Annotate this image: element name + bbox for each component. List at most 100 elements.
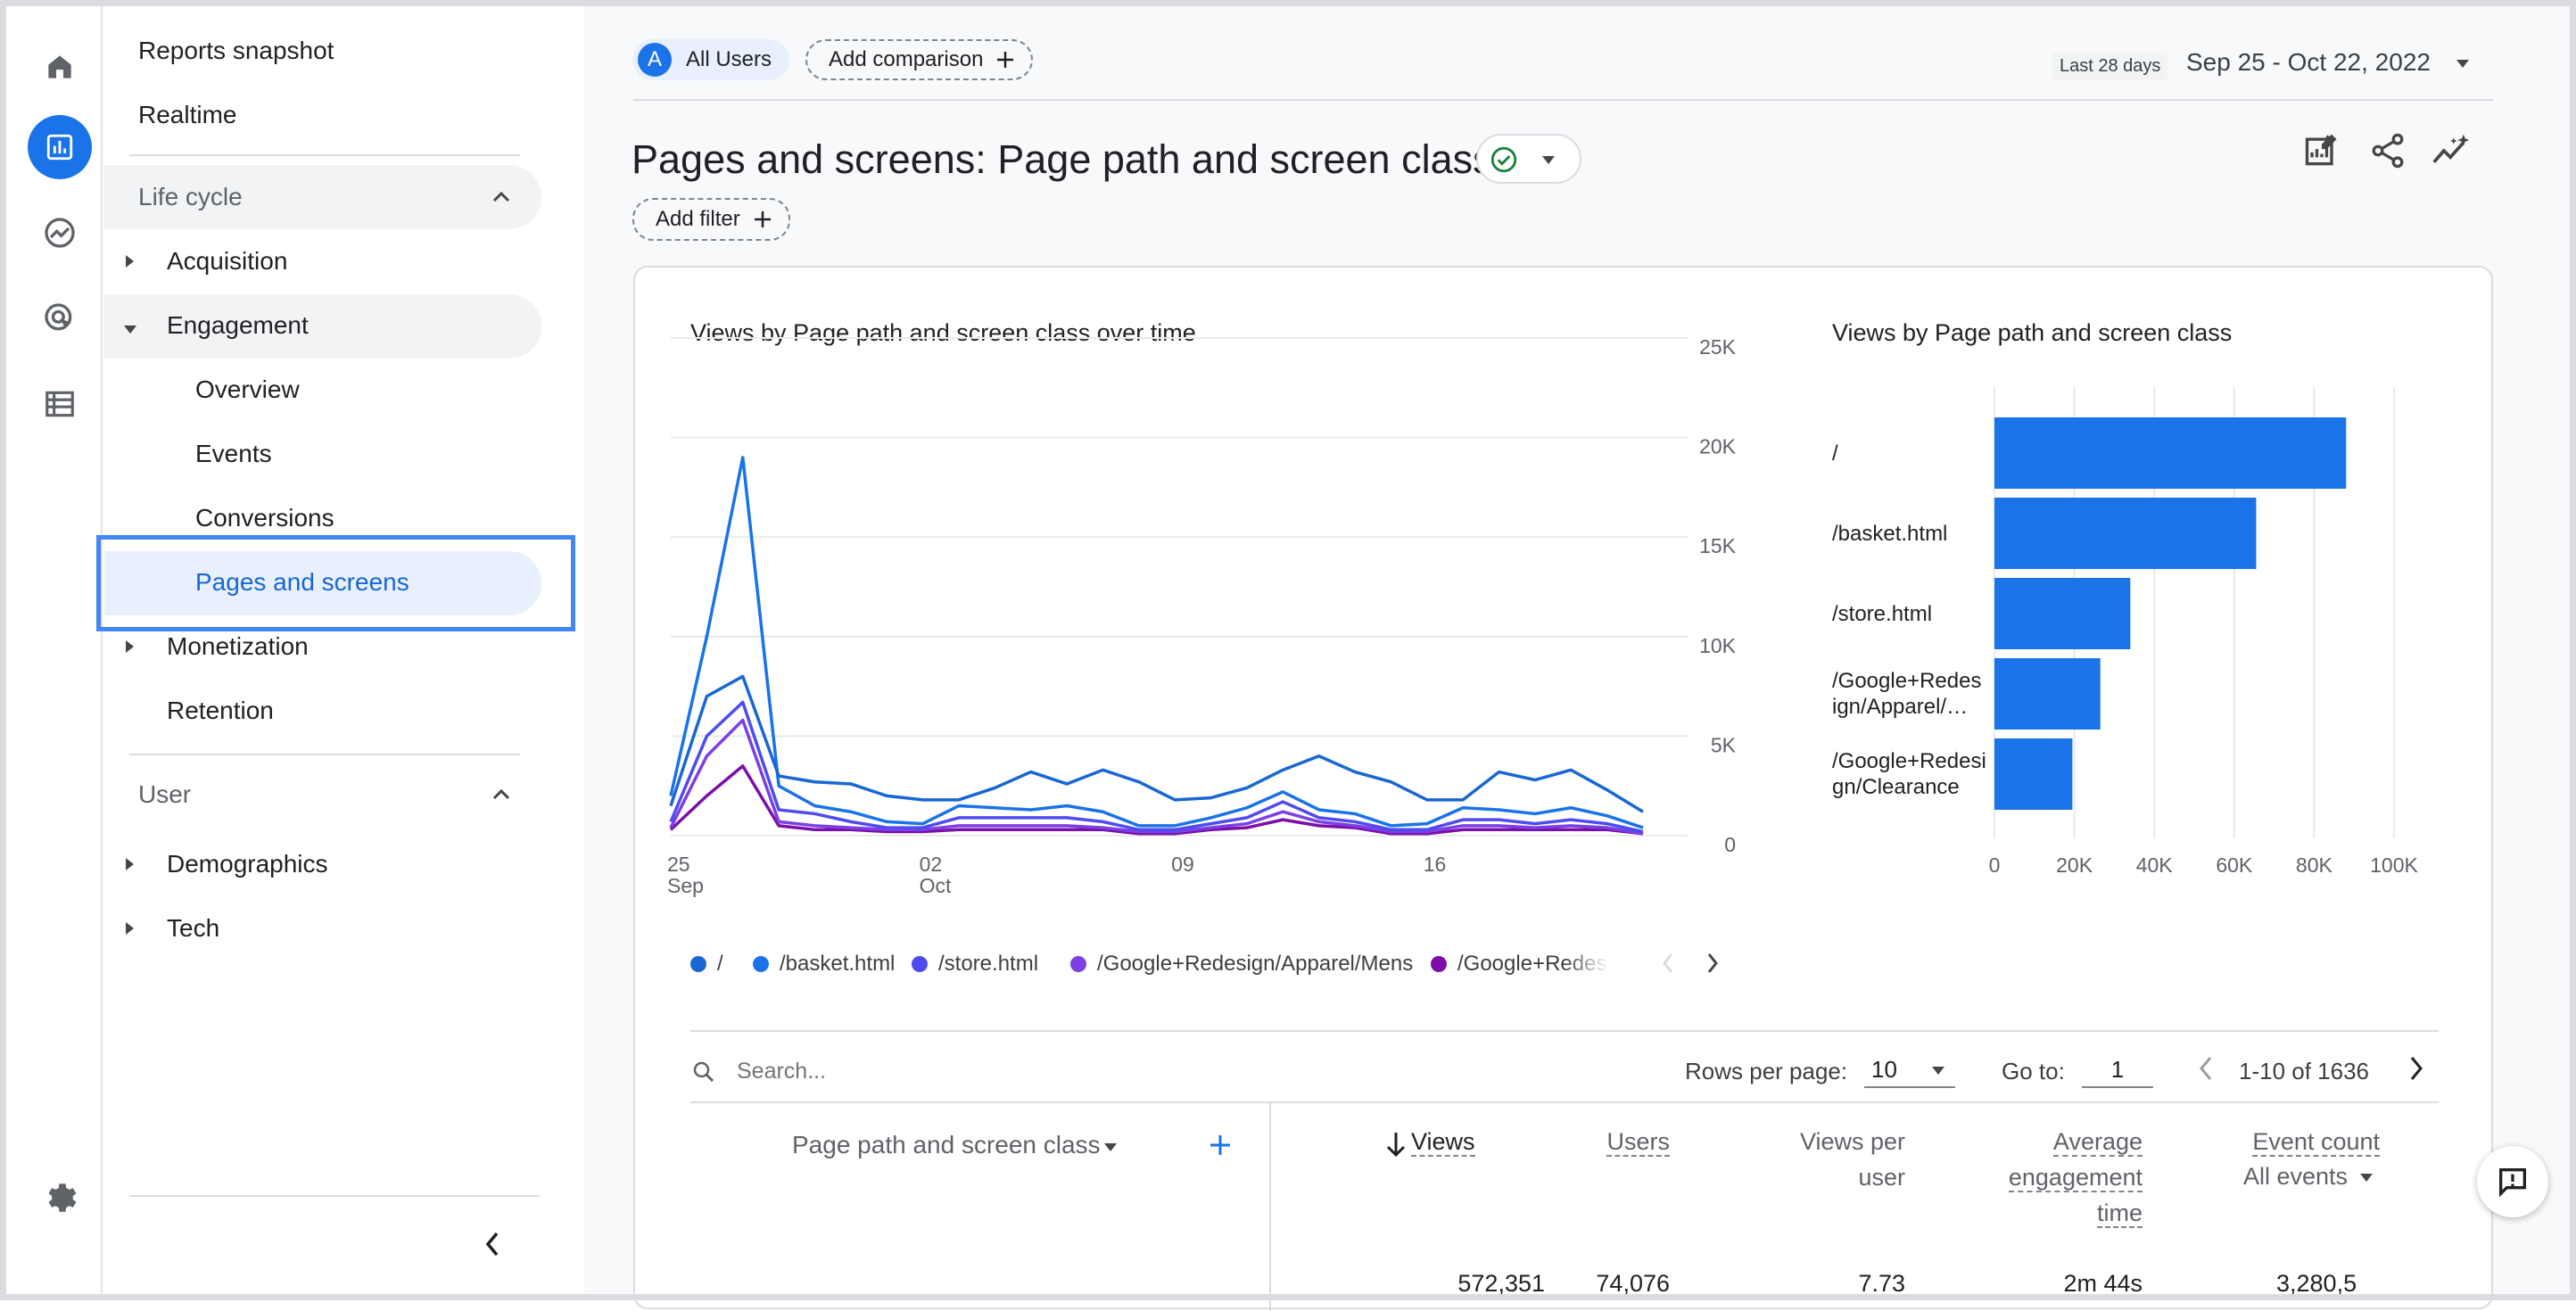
segment-label: All Users	[686, 47, 772, 71]
chevron-up-icon[interactable]	[491, 189, 511, 203]
nav-monetization[interactable]: Monetization	[167, 632, 309, 660]
segment-chip[interactable]: A All Users	[632, 39, 790, 80]
bar-category-label: /Google+Redesi gn/Clearance	[1832, 748, 1997, 800]
home-icon[interactable]	[28, 35, 92, 99]
legend-item[interactable]: /Google+Redes	[1431, 952, 1609, 977]
date-dropdown-icon[interactable]	[2456, 60, 2469, 68]
configure-icon[interactable]	[28, 372, 92, 436]
explore-icon[interactable]	[28, 201, 92, 265]
x-tick-label: 02	[920, 853, 943, 876]
plus-icon	[997, 52, 1014, 68]
rows-per-page-select[interactable]: 10	[1864, 1052, 1955, 1088]
total-avg-engagement: 2m 44s	[2063, 1270, 2143, 1297]
total-event-count: 3,280,5	[2276, 1270, 2357, 1297]
nav-events[interactable]: Events	[195, 440, 272, 467]
nav-divider	[129, 1195, 540, 1197]
advertising-icon[interactable]	[28, 286, 92, 350]
expand-arrow-icon[interactable]	[126, 858, 134, 870]
chevron-up-icon[interactable]	[491, 787, 511, 801]
views-per-user-line2: user	[1858, 1164, 1905, 1191]
users-header[interactable]: Users	[1527, 1124, 1670, 1159]
bar-chart[interactable]: 0 20K 40K 60K 80K 100K	[1795, 357, 2473, 892]
x-tick-label: 20K	[2056, 853, 2093, 877]
insights-icon[interactable]	[2431, 131, 2473, 170]
expand-arrow-icon[interactable]	[126, 640, 134, 653]
title-status-dropdown[interactable]	[1476, 134, 1581, 184]
bar-category-label: /basket.html	[1832, 521, 1997, 547]
expand-arrow-icon[interactable]	[126, 922, 134, 935]
feedback-icon	[2499, 1168, 2526, 1198]
goto-input[interactable]: 1	[2082, 1052, 2153, 1088]
event-filter-dropdown-icon[interactable]	[2360, 1174, 2373, 1182]
avg-engagement-header[interactable]: Average engagement time	[1937, 1124, 2143, 1231]
search-input[interactable]	[735, 1053, 1199, 1089]
x-tick-label: 25	[667, 853, 690, 876]
legend-item[interactable]: /basket.html	[753, 952, 895, 977]
legend-item[interactable]: /Google+Redesign/Apparel/Mens	[1070, 952, 1413, 977]
nav-overview[interactable]: Overview	[195, 375, 300, 403]
x-tick-label: 100K	[2370, 853, 2418, 877]
search-icon	[693, 1061, 714, 1083]
bar[interactable]	[1994, 578, 2131, 649]
nav-reports-snapshot[interactable]: Reports snapshot	[138, 37, 334, 64]
selected-item-bg	[104, 551, 541, 615]
bar[interactable]	[1994, 658, 2101, 730]
bar[interactable]	[1994, 738, 2073, 810]
legend-item[interactable]: /	[690, 952, 723, 977]
next-page-icon[interactable]	[2408, 1055, 2424, 1082]
add-dimension-icon[interactable]	[1208, 1133, 1233, 1158]
x-tick-label: 0	[1989, 853, 2001, 877]
nav-retention[interactable]: Retention	[167, 697, 274, 724]
settings-icon[interactable]	[28, 1166, 92, 1230]
collapse-nav-icon[interactable]	[483, 1230, 502, 1258]
y-tick-label: 25K	[1699, 335, 1737, 359]
nav-realtime[interactable]: Realtime	[138, 101, 237, 128]
legend-swatch	[690, 956, 706, 972]
legend-next-icon[interactable]	[1705, 952, 1720, 975]
bar[interactable]	[1994, 498, 2257, 569]
nav-tech[interactable]: Tech	[167, 914, 220, 942]
add-comparison-button[interactable]: Add comparison	[805, 39, 1034, 80]
customize-report-icon[interactable]	[2302, 131, 2341, 170]
dimension-dropdown-icon[interactable]	[1104, 1143, 1117, 1151]
views-header[interactable]: Views	[1411, 1124, 1475, 1159]
legend-swatch	[1431, 956, 1447, 972]
avg-engagement-line2: engagement	[2008, 1164, 2143, 1192]
add-filter-button[interactable]: Add filter	[632, 198, 790, 241]
pagination-range: 1-10 of 1636	[2239, 1058, 2370, 1084]
dimension-header[interactable]: Page path and screen class	[792, 1131, 1101, 1158]
lifecycle-section-header[interactable]	[104, 165, 541, 229]
nav-conversions[interactable]: Conversions	[195, 504, 334, 532]
legend-item[interactable]: /store.html	[912, 952, 1038, 977]
share-icon[interactable]	[2368, 131, 2407, 170]
series-line[interactable]	[669, 456, 1644, 829]
expand-arrow-icon[interactable]	[126, 255, 134, 268]
series-line[interactable]	[669, 674, 1644, 813]
event-filter-select[interactable]: All events	[2242, 1163, 2348, 1190]
event-count-header[interactable]: Event count	[2169, 1124, 2380, 1159]
date-range[interactable]: Sep 25 - Oct 22, 2022	[2186, 48, 2431, 76]
reports-icon[interactable]	[28, 115, 92, 179]
x-tick-label: 09	[1171, 853, 1194, 876]
feedback-button[interactable]	[2477, 1146, 2548, 1217]
bar[interactable]	[1994, 417, 2347, 489]
bar-category-label-line: /basket.html	[1832, 521, 1948, 546]
legend-label: /Google+Redesign/Apparel/Mens	[1097, 952, 1414, 976]
series-line[interactable]	[669, 700, 1644, 834]
nav-engagement[interactable]: Engagement	[167, 311, 309, 339]
user-section-label[interactable]: User	[138, 780, 192, 808]
views-per-user-header[interactable]: Views per user	[1732, 1124, 1905, 1195]
series-line[interactable]	[669, 764, 1644, 836]
series-line[interactable]	[669, 718, 1644, 836]
legend-prev-icon[interactable]	[1661, 952, 1675, 975]
main-content: A All Users Add comparison Last 28 days …	[584, 6, 2570, 1311]
collapse-arrow-icon[interactable]	[124, 326, 136, 334]
nav-acquisition[interactable]: Acquisition	[167, 247, 288, 275]
goto-label: Go to:	[2002, 1058, 2065, 1084]
nav-demographics[interactable]: Demographics	[167, 850, 328, 878]
bar-category-label-line: gn/Clearance	[1832, 775, 1960, 799]
sort-arrow-down-icon[interactable]	[1384, 1130, 1408, 1158]
nav-pages-and-screens[interactable]: Pages and screens	[195, 568, 409, 596]
prev-page-icon[interactable]	[2198, 1055, 2214, 1082]
